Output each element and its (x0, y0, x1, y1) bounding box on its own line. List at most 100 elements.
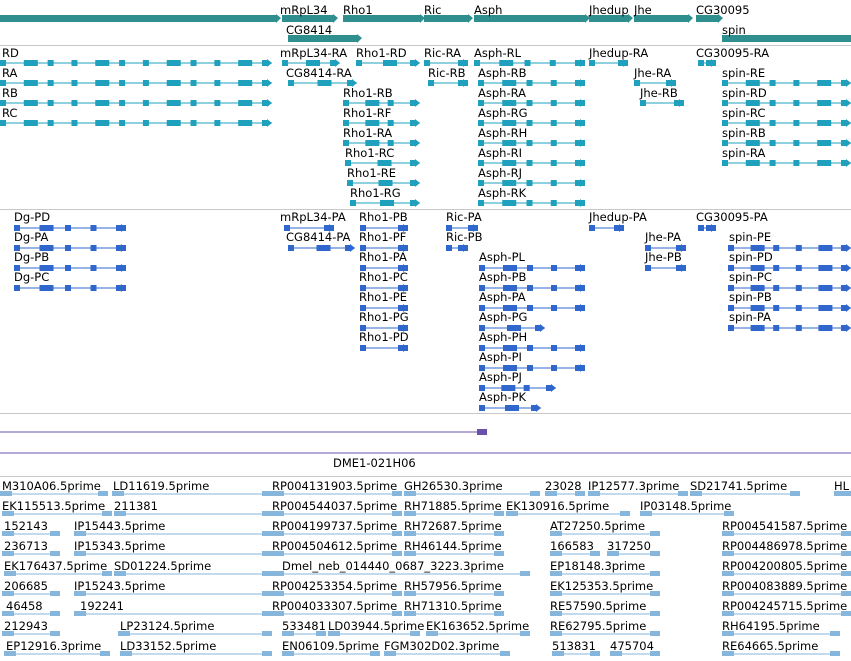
feature-spin-rd[interactable] (722, 99, 851, 107)
feature-re57590-5prime[interactable] (550, 611, 660, 616)
feature-rp004253354-5prime[interactable] (272, 591, 402, 596)
feature-asph-pa[interactable] (479, 304, 585, 312)
feature-212943[interactable] (2, 631, 60, 636)
feature-rh57956-5prime[interactable] (404, 591, 504, 596)
feature-23028[interactable] (545, 491, 585, 496)
feature-asph-rj[interactable] (478, 179, 585, 187)
feature-asph-rh[interactable] (478, 139, 585, 147)
feature-mrpl34-ra[interactable] (282, 59, 340, 67)
feature-asph-pj[interactable] (479, 384, 556, 392)
feature-ek115513-5prime[interactable] (2, 511, 112, 516)
feature-rho1-pa[interactable] (360, 264, 408, 272)
feature-dg-pb[interactable] (14, 264, 126, 272)
feature-ip15343-5prime[interactable] (74, 551, 272, 556)
feature-gh26530-3prime[interactable] (404, 491, 540, 496)
feature-rp004200805-5prime[interactable] (722, 571, 851, 576)
feature-rb[interactable] (0, 99, 272, 107)
feature-spin-rc[interactable] (722, 119, 851, 127)
feature-asph-ri[interactable] (478, 159, 585, 167)
feature-spin-pb[interactable] (728, 304, 851, 312)
feature-cg8414-ra[interactable] (288, 79, 357, 87)
feature-ric-pa[interactable] (446, 224, 478, 232)
feature-ep18148-3prime[interactable] (550, 571, 660, 576)
feature-ric[interactable] (424, 14, 473, 23)
feature-rp004504612-5prime[interactable] (272, 551, 402, 556)
feature-spin-pc[interactable] (728, 284, 851, 292)
feature-rho1-pg[interactable] (360, 324, 408, 332)
feature-ld33152-5prime[interactable] (120, 651, 272, 656)
feature-asph-rl[interactable] (474, 59, 585, 67)
feature-rp004083889-5prime[interactable] (722, 591, 851, 596)
feature-ric-pb[interactable] (446, 244, 468, 252)
feature-ip12577-3prime[interactable] (588, 491, 688, 496)
feature-rho1-pe[interactable] (360, 304, 408, 312)
feature-rho1-rg[interactable] (350, 199, 420, 207)
feature-fgm302d02-3prime[interactable] (384, 651, 510, 656)
feature-dmel-neb-014440-0687-3223-3prime[interactable] (272, 571, 530, 576)
feature-rp004486978-5prime[interactable] (722, 551, 851, 556)
feature-475704[interactable] (610, 651, 660, 656)
feature-ld11619-5prime[interactable] (112, 491, 272, 496)
feature-rd[interactable] (0, 59, 272, 67)
feature-192241[interactable] (74, 611, 272, 616)
feature-166583[interactable] (550, 551, 600, 556)
feature-rho1-re[interactable] (347, 179, 420, 187)
feature-211381[interactable] (114, 511, 272, 516)
feature-ra[interactable] (0, 79, 272, 87)
feature-cg30095-pa[interactable] (698, 224, 716, 232)
feature-152143[interactable] (2, 531, 60, 536)
feature-rho1-ra[interactable] (343, 139, 420, 147)
feature-rho1-pc[interactable] (360, 284, 408, 292)
feature-dg-pa[interactable] (14, 244, 126, 252)
feature-206685[interactable] (2, 591, 60, 596)
feature-spin-ra[interactable] (722, 159, 851, 167)
feature-ip15243-5prime[interactable] (74, 591, 272, 596)
feature-spin-re[interactable] (722, 79, 851, 87)
feature-rho1-pd[interactable] (360, 344, 408, 352)
feature-asph-pg[interactable] (479, 324, 545, 332)
feature-rho1[interactable] (343, 14, 425, 23)
feature-jhe-pb[interactable] (645, 264, 686, 272)
feature-spin-rb[interactable] (722, 139, 851, 147)
feature-ric-ra[interactable] (424, 59, 468, 67)
feature-rh72687-5prime[interactable] (404, 531, 504, 536)
feature-rho1-rf[interactable] (343, 119, 420, 127)
feature-rh46144-5prime[interactable] (404, 551, 504, 556)
feature-cg30095-ra[interactable] (698, 59, 716, 67)
feature-re64665-5prime[interactable] (722, 651, 840, 656)
feature-spin-pa[interactable] (728, 324, 851, 332)
feature-317250[interactable] (607, 551, 660, 556)
feature-jhe[interactable] (634, 14, 693, 23)
feature-lp23124-5prime[interactable] (118, 631, 272, 636)
feature-ek163652-5prime[interactable] (426, 631, 530, 636)
feature-asph-rb[interactable] (478, 79, 585, 87)
feature-rho1-rb[interactable] (343, 99, 420, 107)
feature-cg30095[interactable] (696, 14, 723, 23)
feature-asph-ph[interactable] (479, 344, 585, 352)
feature-rc[interactable] (0, 119, 272, 127)
feature-rp004544037-5prime[interactable] (272, 511, 402, 516)
feature-rp004541587-5prime[interactable] (722, 531, 851, 536)
feature-rho1-rd[interactable] (356, 59, 420, 67)
feature-rh71310-5prime[interactable] (404, 611, 504, 616)
feature-asph[interactable] (474, 14, 590, 23)
feature-rh71885-5prime[interactable] (404, 511, 504, 516)
feature-jhedup[interactable] (589, 14, 633, 23)
feature-513831[interactable] (552, 651, 600, 656)
feature-236713[interactable] (2, 551, 60, 556)
feature-ric-rb[interactable] (428, 79, 468, 87)
feature-dg-pc[interactable] (14, 284, 126, 292)
feature-cg8414-pa[interactable] (288, 244, 355, 252)
feature-at27250-5prime[interactable] (550, 531, 660, 536)
feature-ip15443-5prime[interactable] (74, 531, 272, 536)
feature-jhe-rb[interactable] (640, 99, 684, 107)
feature-asph-ra[interactable] (478, 99, 585, 107)
feature-m310a06-5prime[interactable] (0, 491, 108, 496)
feature-asph-pi[interactable] (479, 364, 585, 372)
feature-mrpl34-pa[interactable] (284, 224, 334, 232)
feature-cg8414[interactable] (288, 34, 362, 43)
clones-feature[interactable] (0, 429, 487, 435)
feature-hl[interactable] (834, 491, 851, 496)
feature-rh64195-5prime[interactable] (722, 631, 840, 636)
feature-rp004131903-5prime[interactable] (272, 491, 402, 496)
